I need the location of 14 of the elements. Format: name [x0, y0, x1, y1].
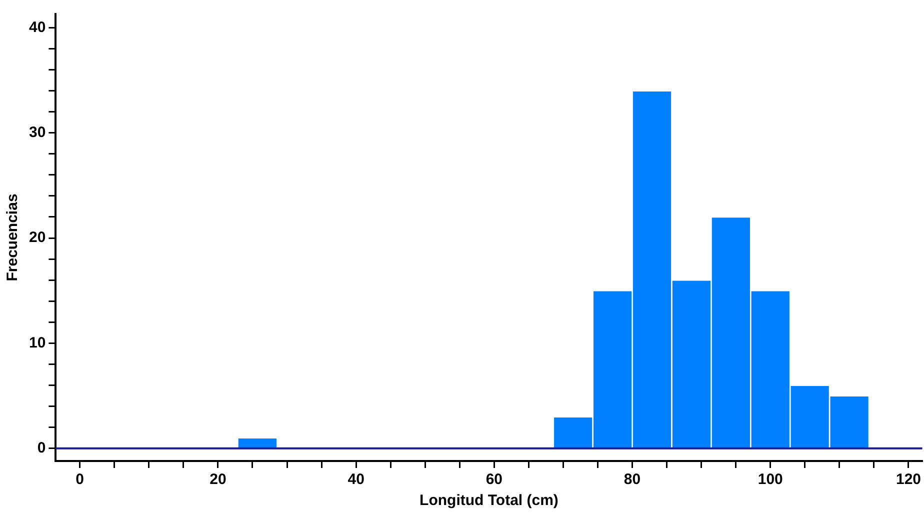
y-axis-title: Frecuencias: [4, 194, 22, 282]
y-tick-label: 40: [28, 18, 46, 36]
x-axis-title: Longitud Total (cm): [420, 492, 558, 510]
y-tick-label: 20: [28, 229, 46, 246]
x-tick-label: 40: [348, 471, 364, 488]
y-tick-label: 0: [37, 440, 46, 457]
x-tick-label: 120: [896, 471, 921, 488]
y-tick-label: 10: [28, 334, 46, 352]
x-tick-label: 100: [758, 471, 783, 488]
x-tick-label: 20: [210, 471, 226, 488]
x-tick-label: 80: [624, 471, 641, 488]
y-tick-label: 30: [28, 124, 46, 141]
x-tick-label: 60: [486, 471, 503, 488]
x-tick-label: 0: [76, 471, 84, 488]
